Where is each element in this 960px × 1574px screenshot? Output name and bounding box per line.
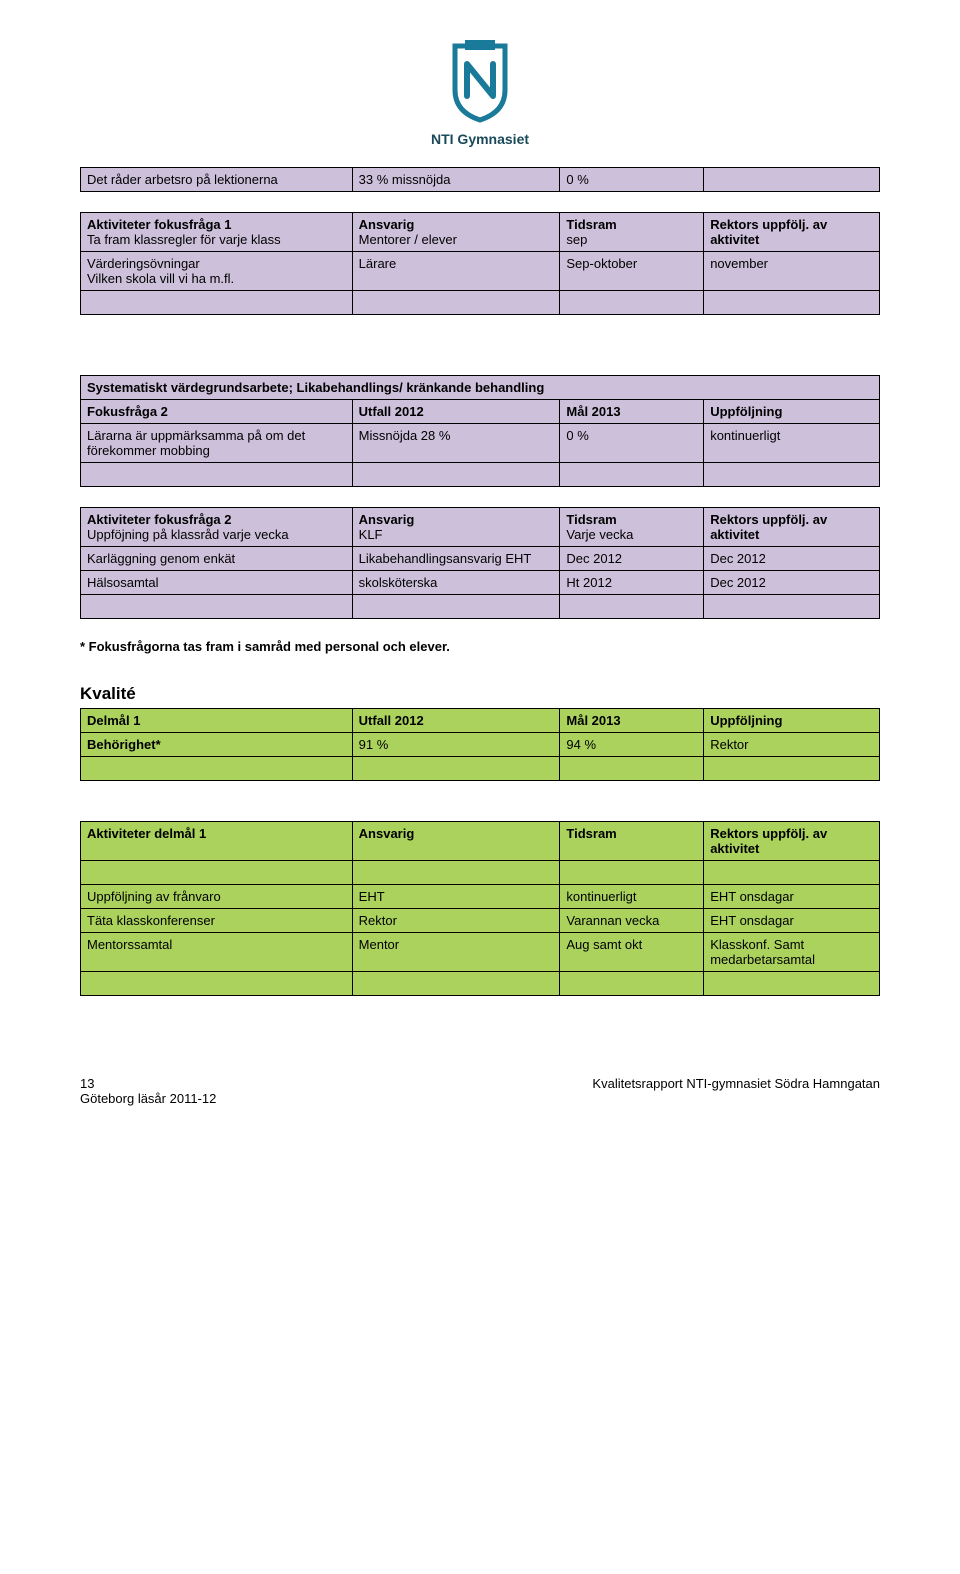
table-cell: Dec 2012 xyxy=(704,571,880,595)
table-fokusfraga-1: Aktiviteter fokusfråga 1 Ta fram klassre… xyxy=(80,212,880,315)
table-cell: 91 % xyxy=(352,733,560,757)
table-title: Systematiskt värdegrundsarbete; Likabeha… xyxy=(81,376,880,400)
footer-left: 13 Göteborg läsår 2011-12 xyxy=(80,1076,216,1106)
table-cell xyxy=(81,972,353,996)
table-cell: Sep-oktober xyxy=(560,252,704,291)
table-cell xyxy=(704,972,880,996)
table-cell: EHT xyxy=(352,885,560,909)
table-cell xyxy=(704,861,880,885)
table-cell: Likabehandlingsansvarig EHT xyxy=(352,547,560,571)
table-cell: Dec 2012 xyxy=(704,547,880,571)
col-header: Ansvarig Mentorer / elever xyxy=(352,213,560,252)
table-cell xyxy=(352,757,560,781)
col-header: Aktiviteter fokusfråga 1 Ta fram klassre… xyxy=(81,213,353,252)
col-header: Tidsram xyxy=(560,822,704,861)
table-cell xyxy=(352,463,560,487)
table-cell xyxy=(81,291,353,315)
table-cell xyxy=(704,757,880,781)
table-cell: Det råder arbetsro på lektionerna xyxy=(81,168,353,192)
col-header: Tidsram sep xyxy=(560,213,704,252)
table-cell: Aug samt okt xyxy=(560,933,704,972)
table-cell xyxy=(704,463,880,487)
table-cell: Behörighet* xyxy=(81,733,353,757)
table-cell: 94 % xyxy=(560,733,704,757)
kvalite-heading: Kvalité xyxy=(80,684,880,704)
col-header: Utfall 2012 xyxy=(352,709,560,733)
table-cell xyxy=(560,757,704,781)
table-cell: Rektor xyxy=(704,733,880,757)
col-header: Rektors uppfölj. av aktivitet xyxy=(704,213,880,252)
table-cell xyxy=(560,972,704,996)
table-cell: Dec 2012 xyxy=(560,547,704,571)
table-cell: 0 % xyxy=(560,168,704,192)
col-header: Mål 2013 xyxy=(560,709,704,733)
logo: NTI Gymnasiet xyxy=(80,40,880,147)
col-header: Fokusfråga 2 xyxy=(81,400,353,424)
table-cell: Hälsosamtal xyxy=(81,571,353,595)
table-cell: Karläggning genom enkät xyxy=(81,547,353,571)
table-cell xyxy=(81,595,353,619)
table-cell: Uppföljning av frånvaro xyxy=(81,885,353,909)
table-aktiviteter-delmal-1: Aktiviteter delmål 1 Ansvarig Tidsram Re… xyxy=(80,821,880,996)
table-cell: kontinuerligt xyxy=(704,424,880,463)
col-header: Ansvarig KLF xyxy=(352,508,560,547)
col-header: Aktiviteter fokusfråga 2 Uppföjning på k… xyxy=(81,508,353,547)
table-cell: 33 % missnöjda xyxy=(352,168,560,192)
col-header: Mål 2013 xyxy=(560,400,704,424)
table-cell xyxy=(81,463,353,487)
table-arbetsro: Det råder arbetsro på lektionerna 33 % m… xyxy=(80,167,880,192)
col-header: Rektors uppfölj. av aktivitet xyxy=(704,822,880,861)
table-cell: Varannan vecka xyxy=(560,909,704,933)
table-cell xyxy=(560,861,704,885)
table-cell xyxy=(352,291,560,315)
table-vardegrund: Systematiskt värdegrundsarbete; Likabeha… xyxy=(80,375,880,487)
table-cell: Missnöjda 28 % xyxy=(352,424,560,463)
table-cell: Ht 2012 xyxy=(560,571,704,595)
table-cell: 0 % xyxy=(560,424,704,463)
page-number: 13 xyxy=(80,1076,94,1091)
col-header: Rektors uppfölj. av aktivitet xyxy=(704,508,880,547)
table-cell: kontinuerligt xyxy=(560,885,704,909)
col-header: Uppföljning xyxy=(704,400,880,424)
table-cell: Rektor xyxy=(352,909,560,933)
fokusfragor-note: * Fokusfrågorna tas fram i samråd med pe… xyxy=(80,639,880,654)
table-cell xyxy=(704,168,880,192)
table-cell xyxy=(81,757,353,781)
nti-shield-icon xyxy=(445,40,515,124)
table-cell xyxy=(352,972,560,996)
table-cell xyxy=(560,595,704,619)
table-delmal-1: Delmål 1 Utfall 2012 Mål 2013 Uppföljnin… xyxy=(80,708,880,781)
table-cell: skolsköterska xyxy=(352,571,560,595)
table-cell: EHT onsdagar xyxy=(704,885,880,909)
table-cell xyxy=(704,595,880,619)
table-cell: Mentor xyxy=(352,933,560,972)
table-cell xyxy=(352,861,560,885)
col-header: Aktiviteter delmål 1 xyxy=(81,822,353,861)
table-cell: Värderingsövningar Vilken skola vill vi … xyxy=(81,252,353,291)
logo-text: NTI Gymnasiet xyxy=(80,131,880,147)
col-header: Utfall 2012 xyxy=(352,400,560,424)
table-fokusfraga-2: Aktiviteter fokusfråga 2 Uppföjning på k… xyxy=(80,507,880,619)
table-cell xyxy=(560,463,704,487)
table-cell xyxy=(560,291,704,315)
col-header: Tidsram Varje vecka xyxy=(560,508,704,547)
table-cell: Klasskonf. Samt medarbetarsamtal xyxy=(704,933,880,972)
table-cell xyxy=(704,291,880,315)
table-cell: EHT onsdagar xyxy=(704,909,880,933)
col-header: Uppföljning xyxy=(704,709,880,733)
footer-right: Kvalitetsrapport NTI-gymnasiet Södra Ham… xyxy=(592,1076,880,1106)
table-cell xyxy=(81,861,353,885)
table-cell: Täta klasskonferenser xyxy=(81,909,353,933)
col-header: Delmål 1 xyxy=(81,709,353,733)
table-cell: november xyxy=(704,252,880,291)
col-header: Ansvarig xyxy=(352,822,560,861)
table-cell: Mentorssamtal xyxy=(81,933,353,972)
table-cell: Lärare xyxy=(352,252,560,291)
footer-left-line2: Göteborg läsår 2011-12 xyxy=(80,1091,216,1106)
table-cell: Lärarna är uppmärksamma på om det föreko… xyxy=(81,424,353,463)
table-cell xyxy=(352,595,560,619)
page-footer: 13 Göteborg läsår 2011-12 Kvalitetsrappo… xyxy=(80,1076,880,1106)
